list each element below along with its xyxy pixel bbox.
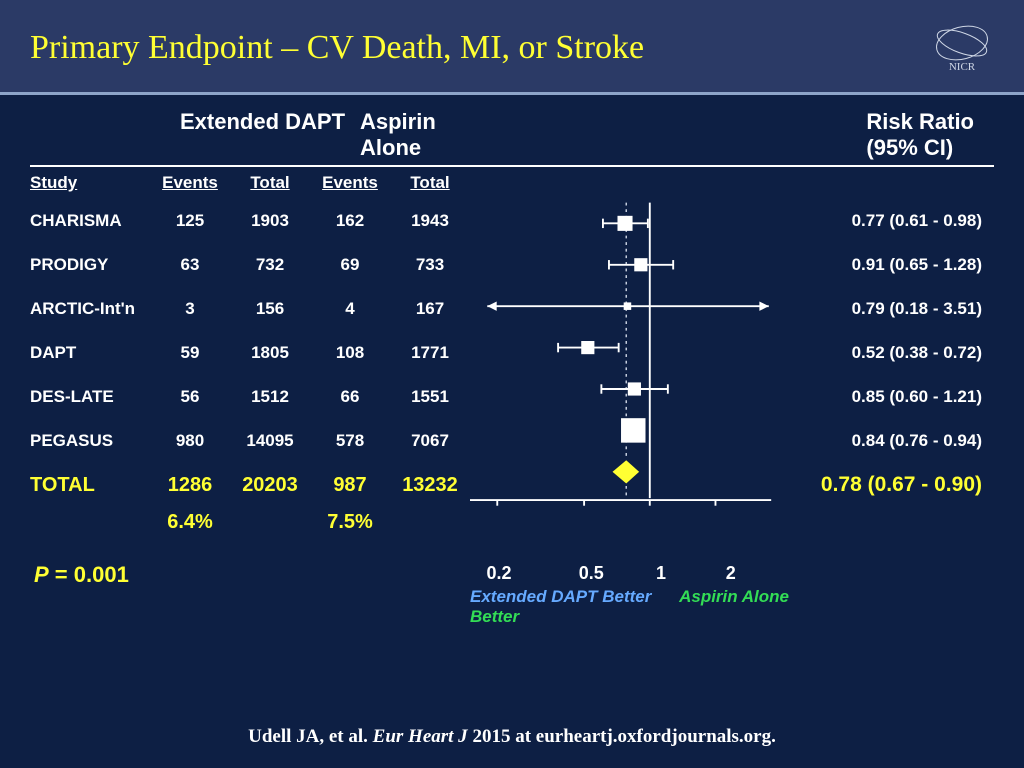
study-name: PEGASUS [30, 431, 150, 451]
total-asp: 1943 [390, 211, 470, 231]
total-asp: 1771 [390, 343, 470, 363]
events-ext: 980 [150, 431, 230, 451]
total-asp: 1551 [390, 387, 470, 407]
header-aspirin: Aspirin Alone [360, 109, 540, 161]
events-ext: 63 [150, 255, 230, 275]
pct-asp: 7.5% [310, 511, 390, 534]
col-events1: Events [150, 173, 230, 193]
total-ext: 1903 [230, 211, 310, 231]
rr-text: 0.52 (0.38 - 0.72) [770, 343, 994, 363]
total-label: TOTAL [30, 474, 150, 497]
rr-text: 0.84 (0.76 - 0.94) [770, 431, 994, 451]
col-events2: Events [310, 173, 390, 193]
total-asp: 167 [390, 299, 470, 319]
events-asp: 108 [310, 343, 390, 363]
total-ext: 1512 [230, 387, 310, 407]
col-total1: Total [230, 173, 310, 193]
content-area: Extended DAPT Aspirin Alone Risk Ratio (… [0, 95, 1024, 588]
left-better-label: Extended DAPT Better [470, 587, 651, 606]
total-ext: 732 [230, 255, 310, 275]
study-name: PRODIGY [30, 255, 150, 275]
better-labels: Extended DAPT Better Aspirin Alone Bette… [470, 587, 810, 627]
rr-text: 0.91 (0.65 - 1.28) [770, 255, 994, 275]
events-asp: 66 [310, 387, 390, 407]
svg-text:0.5: 0.5 [579, 563, 604, 583]
total-ext: 14095 [230, 431, 310, 451]
events-asp: 69 [310, 255, 390, 275]
rr-text: 0.85 (0.60 - 1.21) [770, 387, 994, 407]
page-title: Primary Endpoint – CV Death, MI, or Stro… [30, 29, 644, 67]
header-riskratio: Risk Ratio (95% CI) [866, 109, 994, 161]
total-ext: 156 [230, 299, 310, 319]
rr-text: 0.79 (0.18 - 3.51) [770, 299, 994, 319]
citation: Udell JA, et al. Eur Heart J 2015 at eur… [0, 726, 1024, 748]
rr-text: 0.77 (0.61 - 0.98) [770, 211, 994, 231]
forest-plot [470, 157, 790, 557]
axis-tick-labels: 0.2 0.5 1 2 [470, 563, 790, 590]
col-total2: Total [390, 173, 470, 193]
group-headers: Extended DAPT Aspirin Alone Risk Ratio (… [30, 109, 994, 161]
total-asp: 7067 [390, 431, 470, 451]
events-ext: 56 [150, 387, 230, 407]
total-ext: 1805 [230, 343, 310, 363]
header-extended: Extended DAPT [180, 109, 360, 161]
total-rr: 0.78 (0.67 - 0.90) [770, 473, 994, 497]
slide-header: Primary Endpoint – CV Death, MI, or Stro… [0, 0, 1024, 95]
study-name: CHARISMA [30, 211, 150, 231]
events-asp: 162 [310, 211, 390, 231]
events-ext: 59 [150, 343, 230, 363]
pct-ext: 6.4% [150, 511, 230, 534]
study-name: DES-LATE [30, 387, 150, 407]
col-study: Study [30, 173, 150, 193]
study-name: ARCTIC-Int'n [30, 299, 150, 319]
events-ext: 3 [150, 299, 230, 319]
events-asp: 578 [310, 431, 390, 451]
nicr-logo: NICR [930, 22, 994, 74]
svg-text:2: 2 [726, 563, 736, 583]
svg-text:1: 1 [656, 563, 666, 583]
study-name: DAPT [30, 343, 150, 363]
events-ext: 125 [150, 211, 230, 231]
events-asp: 4 [310, 299, 390, 319]
svg-text:0.2: 0.2 [486, 563, 511, 583]
logo-text: NICR [949, 61, 976, 73]
total-asp: 733 [390, 255, 470, 275]
